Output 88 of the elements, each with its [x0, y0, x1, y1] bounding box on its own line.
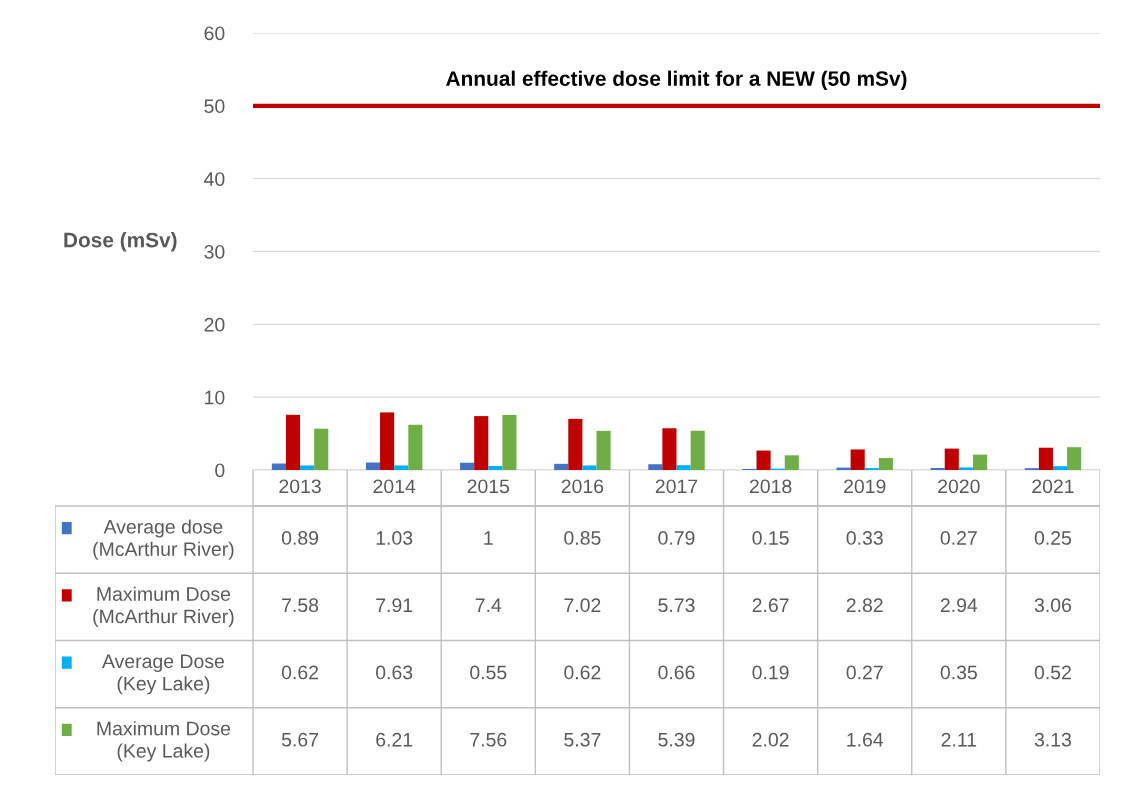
data-label: 0.79 [658, 531, 695, 545]
y-tick-label: 60 [204, 26, 225, 41]
x-tick-label: 2018 [749, 479, 792, 494]
data-label: 0.19 [752, 665, 789, 680]
bar [878, 458, 893, 470]
data-label: 7.58 [282, 598, 319, 613]
bar [380, 412, 395, 470]
bar [1067, 447, 1082, 470]
bar [285, 414, 301, 470]
data-label: 7.02 [564, 598, 601, 613]
y-axis-title: Dose (mSv) [64, 232, 177, 252]
data-label: 0.62 [564, 665, 601, 680]
data-label: 0.62 [281, 665, 318, 680]
data-label: 0.89 [281, 531, 319, 545]
x-tick-label: 2013 [279, 479, 321, 494]
data-label: 7.4 [475, 598, 502, 612]
data-label: 0.52 [1034, 665, 1071, 680]
bar [394, 465, 409, 470]
bar [488, 465, 503, 470]
bar [474, 416, 489, 470]
data-label: 6.21 [376, 732, 413, 747]
x-tick-label: 2016 [561, 479, 604, 494]
data-label: 0.85 [564, 531, 601, 545]
bar [502, 414, 517, 470]
bar [944, 448, 959, 470]
data-label: 7.91 [376, 598, 413, 613]
bar [568, 418, 583, 470]
data-label: 2.02 [752, 732, 789, 747]
data-label: 2.67 [752, 598, 789, 613]
data-label: 7.56 [470, 732, 507, 747]
data-label: 1.64 [847, 732, 884, 747]
data-label: 2.94 [940, 598, 978, 613]
data-label: 5.67 [281, 732, 318, 747]
data-label: 0.55 [470, 665, 507, 680]
bar [648, 464, 663, 470]
legend-label: Average Dose (Key Lake) [102, 654, 224, 695]
data-label: 0.63 [376, 665, 413, 680]
y-tick-label: 40 [204, 172, 225, 186]
data-label: 0.33 [846, 531, 883, 545]
bar [554, 463, 569, 470]
bar [756, 450, 771, 470]
legend-label: Maximum Dose (McArthur River) [93, 586, 234, 628]
x-tick-label: 2019 [844, 479, 886, 494]
bar [271, 463, 286, 470]
data-label: 2.11 [941, 732, 977, 747]
bar [365, 462, 381, 470]
x-tick-label: 2020 [938, 479, 980, 494]
legend-label: Average dose (McArthur River) [93, 519, 234, 560]
data-label: 0.15 [752, 531, 789, 545]
bar [972, 454, 988, 470]
bar [850, 449, 865, 470]
bar [300, 465, 315, 470]
bar [662, 428, 677, 470]
data-label: 1.03 [376, 531, 413, 545]
legend-label: Maximum Dose (Key Lake) [97, 721, 231, 762]
bar [460, 462, 475, 470]
bar [690, 430, 705, 470]
data-label: 3.13 [1034, 732, 1072, 747]
data-label: 1 [484, 531, 493, 545]
data-label: 2.82 [846, 598, 883, 613]
ref-line-label: Annual effective dose limit for a NEW (50 mSv) [446, 70, 907, 91]
bar [676, 465, 691, 470]
y-tick-label: 0 [215, 463, 225, 478]
bar [582, 465, 597, 470]
data-label: 0.25 [1034, 531, 1072, 545]
bar [408, 424, 423, 470]
x-tick-label: 2021 [1032, 479, 1074, 494]
bar [596, 430, 611, 470]
bar [958, 467, 973, 470]
x-tick-label: 2015 [467, 479, 510, 494]
y-tick-label: 20 [204, 317, 225, 332]
data-label: 3.06 [1034, 598, 1072, 613]
data-label: 0.66 [658, 665, 695, 680]
bar [1052, 466, 1068, 470]
bar [784, 455, 799, 470]
data-label: 5.39 [658, 732, 695, 747]
data-label: 0.27 [940, 531, 977, 545]
data-label: 5.37 [564, 732, 601, 747]
x-tick-label: 2014 [373, 479, 416, 494]
y-tick-label: 50 [204, 99, 225, 114]
x-tick-label: 2017 [655, 479, 698, 494]
bar [1038, 447, 1053, 470]
y-tick-label: 30 [204, 244, 225, 259]
y-tick-label: 10 [205, 390, 225, 405]
data-label: 0.35 [940, 665, 977, 680]
data-label: 0.27 [846, 665, 883, 680]
bar [314, 428, 329, 470]
data-label: 5.73 [658, 598, 695, 613]
